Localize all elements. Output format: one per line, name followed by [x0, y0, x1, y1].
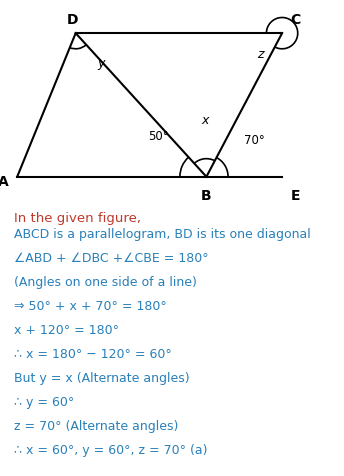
Text: (Angles on one side of a line): (Angles on one side of a line) — [14, 276, 197, 288]
Text: $y$: $y$ — [97, 58, 106, 72]
Text: C: C — [291, 13, 301, 27]
Text: ABCD is a parallelogram, BD is its one diagonal: ABCD is a parallelogram, BD is its one d… — [14, 228, 311, 241]
Text: ∠ABD + ∠DBC +∠CBE = 180°: ∠ABD + ∠DBC +∠CBE = 180° — [14, 252, 208, 265]
Text: $x$: $x$ — [202, 114, 211, 127]
Text: 50°: 50° — [148, 130, 169, 143]
Text: x + 120° = 180°: x + 120° = 180° — [14, 323, 119, 336]
Text: ⇒ 50° + x + 70° = 180°: ⇒ 50° + x + 70° = 180° — [14, 299, 166, 312]
Text: z = 70° (Alternate angles): z = 70° (Alternate angles) — [14, 419, 178, 432]
Text: E: E — [291, 189, 301, 203]
Text: A: A — [0, 175, 9, 188]
Text: $z$: $z$ — [257, 48, 266, 61]
Text: But y = x (Alternate angles): But y = x (Alternate angles) — [14, 371, 190, 384]
Text: ∴ x = 60°, y = 60°, z = 70° (a): ∴ x = 60°, y = 60°, z = 70° (a) — [14, 443, 207, 456]
Text: In the given figure,: In the given figure, — [14, 211, 141, 225]
Text: ∴ y = 60°: ∴ y = 60° — [14, 395, 74, 408]
Text: B: B — [201, 189, 212, 203]
Text: D: D — [66, 13, 78, 27]
Text: 70°: 70° — [244, 134, 265, 147]
Text: ∴ x = 180° − 120° = 60°: ∴ x = 180° − 120° = 60° — [14, 347, 172, 360]
